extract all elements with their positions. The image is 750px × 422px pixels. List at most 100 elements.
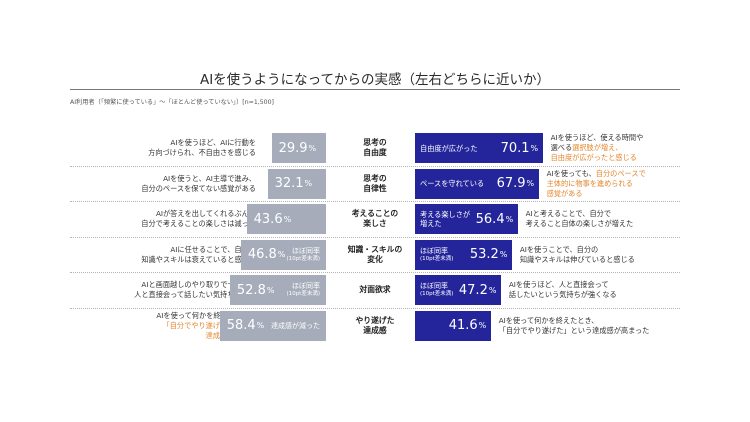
right-bar [415,168,539,199]
left-value: 52.8% [237,275,275,305]
left-value: 58.4% [227,311,265,341]
left-bar-label: ほぼ同率 (10pt差未満) [287,240,320,270]
left-statement: AIと画面越しのやり取りで十分で、 人と直接会って話したい気持ちは薄い [66,273,256,307]
value-unit: % [308,143,317,153]
highlight-text: 自分のペースで [595,168,646,178]
chart-subtitle: AI利用者（「頻繁に使っている」～「ほとんど使っていない」）[n=1,500] [70,99,274,106]
value-unit: % [488,285,497,295]
bar-label-text: ほぼ同率 [420,246,448,255]
right-value: 70.1% [501,133,539,163]
left-value: 32.1% [275,169,313,199]
right-bar-note: ほぼ同率 (10pt差未満) [420,275,453,305]
bar-label-text: 考える楽しさが [420,210,471,219]
left-value: 29.9% [279,133,317,163]
value-number: 43.6 [253,211,283,227]
category-label: 思考の 自由度 [331,131,419,165]
bar-label-text: ペースを守れている [420,179,485,188]
left-value: 46.8% [248,240,286,270]
left-statement: AIを使うほど、AIに行動を 方向づけられ、不自由さを感じる [66,131,256,165]
statement-text: AIと考えることで、自分で [525,209,612,218]
bar-label-text: 増えた [420,219,442,228]
chart-row: AIに任せることで、自分の 知識やスキルは衰えていると感じる 46.8% ほぼ同率 (1… [0,238,750,272]
highlight-text: 「自分でやり遂げた」という [162,320,256,330]
bar-label-text: ほぼ同率 [420,282,448,290]
value-number: 32.1 [274,176,304,191]
bar-label-note: (10pt差未満) [420,255,454,262]
right-bar [415,239,512,270]
left-statement: AIに任せることで、自分の 知識やスキルは衰えていると感じる [66,238,256,272]
bar-label-text: 自由度が広がった [420,143,478,153]
category-text: 自由度 [363,148,387,157]
value-number: 41.6 [448,318,478,333]
row-separator [70,307,680,309]
category-label: 思考の 自律性 [331,167,419,201]
highlight-text: 主体的に物事を進められる [546,178,633,188]
left-bar-label: ほぼ同率 (10pt差未満) [287,275,320,305]
left-statement: AIが答えを出してくれるぶん、 自分で考えることの楽しさは減った [66,202,256,236]
value-number: 47.2 [458,282,488,298]
bar-label-text: 達成感が減った [271,321,320,330]
value-unit: % [478,321,487,330]
bar-label-text: ほぼ同率 [292,282,320,290]
chart-row: AIが答えを出してくれるぶん、 自分で考えることの楽しさは減った 43.6% 考えるこ… [0,202,750,236]
statement-text: 自分のペースを保てない感覚がある [141,183,256,193]
category-text: 達成感 [363,325,387,335]
value-number: 52.8 [236,282,266,298]
statement-text: AIを使って何かを終えたとき、 [498,315,599,325]
right-value: 41.6% [449,311,487,341]
row-separator [70,201,680,203]
statement-text: 人と直接会って話したい気持ちは薄い [134,290,256,299]
value-number: 29.9 [278,140,308,156]
right-statement: AIを使うことで、自分の 知識やスキルは伸びていると感じる [520,238,690,272]
left-bar [246,204,326,234]
title-divider [70,89,680,90]
statement-text: AIに任せることで、自分の [170,244,256,254]
value-number: 67.9 [496,176,526,191]
value-unit: % [505,214,514,224]
right-bar [415,204,518,234]
chart-row: AIを使って何かを終えたとき、「自分でやり遂げた」という 達成感が減った 58.4%… [0,309,750,343]
statement-text: AIを使っても、 [546,168,596,178]
value-unit: % [499,250,508,259]
value-number: 46.8 [247,247,277,262]
chart-title: AIを使うようになってからの実感（左右どちらに近いか） [199,72,551,88]
chart-row: AIと画面越しのやり取りで十分で、 人と直接会って話したい気持ちは薄い 52.8% ほ… [0,273,750,307]
bar-label-note: (10pt差未満) [420,291,454,297]
statement-text: 選べる [550,143,573,152]
value-unit: % [304,179,313,188]
statement-text: 方向づけられ、不自由さを感じる [148,148,256,157]
statement-text: 知識やスキルは伸びていると感じる [519,254,635,264]
right-value: 47.2% [459,275,497,305]
left-bar [267,168,326,199]
statement-text: AIを使うほど、人と直接会って [508,280,609,289]
right-statement: AIを使って何かを終えたとき、 「自分でやり遂げた」という達成感が高まった [499,309,669,343]
value-unit: % [277,250,286,259]
statement-text: 考えること自体の楽しさが増えた [525,219,634,228]
value-number: 58.4 [226,318,256,333]
bar-label-note: (10pt差未満) [286,255,320,262]
value-unit: % [283,214,292,224]
statement-text: 話したいという気持ちが強くなる [508,290,617,299]
right-bar-label: ペースを守れている [420,169,484,199]
chart-row: AIを使うと、AI主導で進み、 自分のペースを保てない感覚がある 32.1% 思考の自… [0,167,750,201]
category-text: 対面欲求 [359,285,391,294]
category-label: やり遂げた 達成感 [331,309,419,343]
row-separator [70,165,680,167]
left-value: 43.6% [254,204,292,234]
value-unit: % [526,179,535,188]
statement-text: 「自分でやり遂げた」という達成感が高まった [498,325,650,335]
left-bar [219,310,326,341]
highlight-text: 自由度が広がったと感じる [550,153,637,162]
right-statement: AIを使うほど、人と直接会って 話したいという気持ちが強くなる [509,273,679,307]
left-statement: AIを使うと、AI主導で進み、 自分のペースを保てない感覚がある [66,167,256,201]
right-bar [415,310,491,341]
value-unit: % [266,285,275,295]
right-statement: AIを使っても、自分のペースで 主体的に物事を進められる 感覚がある [547,167,717,201]
statement-text: 知識やスキルは衰えていると感じる [141,254,256,264]
right-statement: AIと考えることで、自分で 考えること自体の楽しさが増えた [526,202,696,236]
value-number: 70.1 [500,140,530,156]
highlight-text: 感覚がある [546,188,583,198]
value-unit: % [530,143,539,153]
statement-text: 自分で考えることの楽しさは減った [141,219,256,228]
left-bar-label: 達成感が減った [271,311,320,341]
